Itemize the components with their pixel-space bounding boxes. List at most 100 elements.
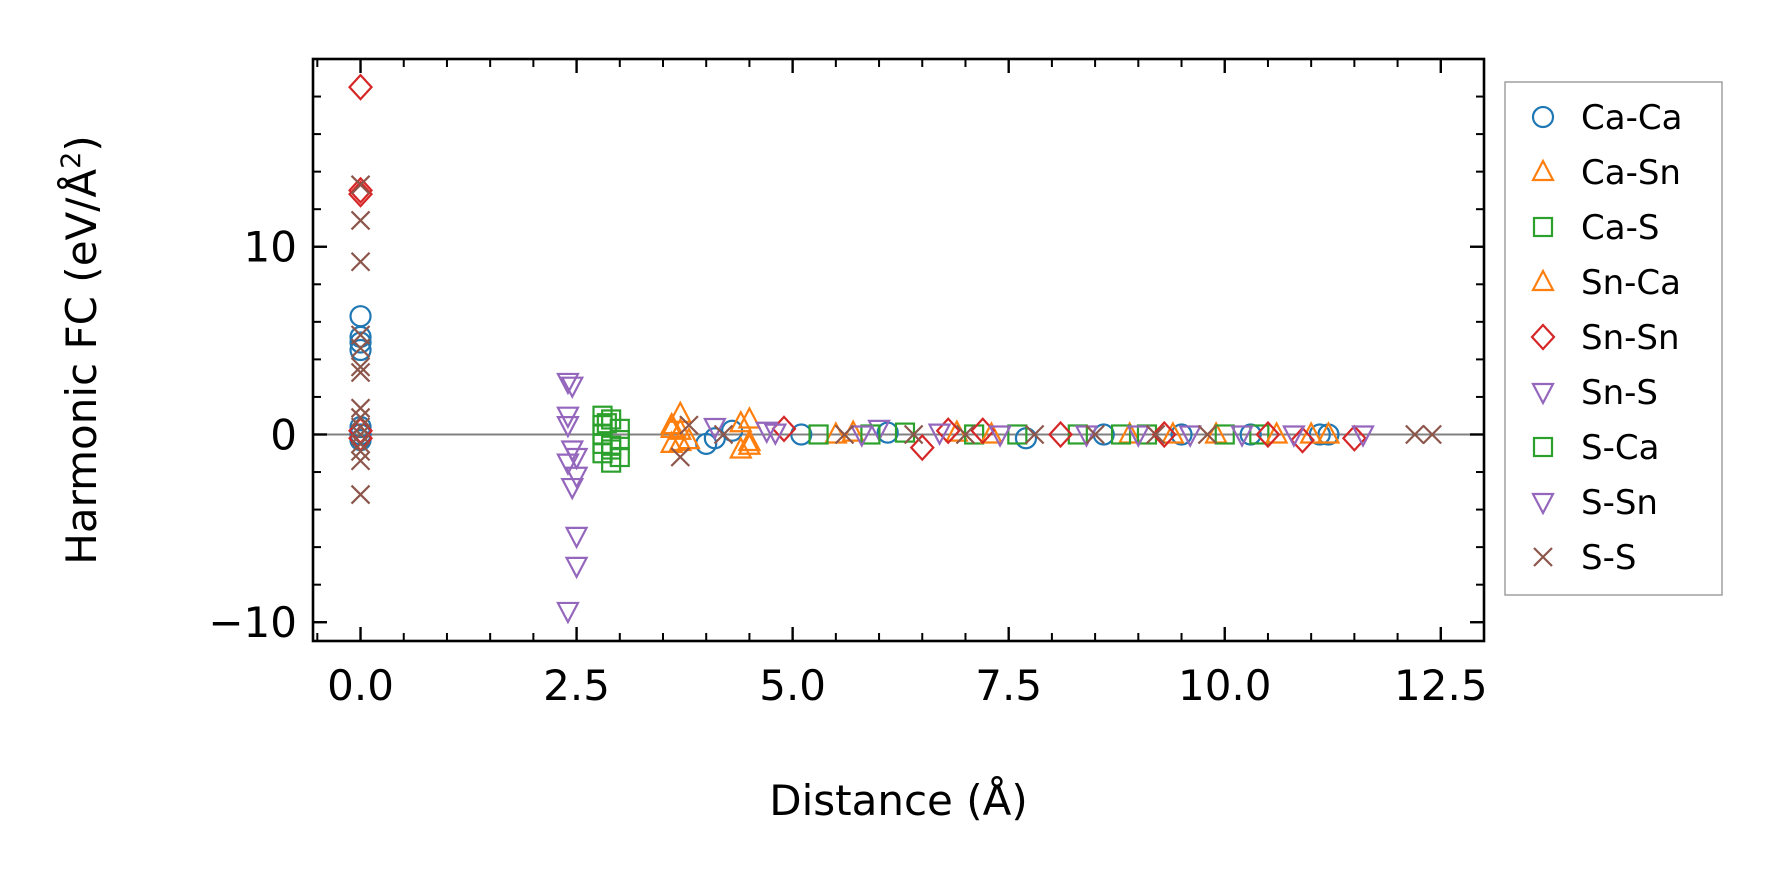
y-axis-label-suffix: ) bbox=[57, 135, 106, 151]
data-point bbox=[909, 433, 935, 462]
data-point bbox=[350, 407, 371, 428]
y-axis-label-superscript: 2 bbox=[56, 152, 87, 169]
data-point bbox=[564, 526, 589, 550]
data-point bbox=[350, 362, 371, 383]
data-point bbox=[728, 409, 753, 433]
legend-entry: Ca-Sn bbox=[1531, 153, 1681, 193]
data-point bbox=[1422, 424, 1442, 445]
legend-label: Sn-Sn bbox=[1581, 318, 1680, 358]
data-point bbox=[927, 423, 952, 446]
data-point bbox=[737, 432, 762, 455]
axis-ticks: 0.0 2.5 5.0 7.5 10.0 12.5 −10 0 10 bbox=[208, 59, 1488, 710]
data-point bbox=[350, 434, 371, 454]
legend-label: S-Ca bbox=[1581, 428, 1659, 468]
data-point bbox=[560, 477, 585, 501]
data-point bbox=[350, 417, 371, 437]
legend-entry: Sn-Ca bbox=[1531, 263, 1681, 303]
data-point bbox=[808, 424, 829, 445]
x-tick-label: 2.5 bbox=[543, 661, 610, 710]
legend-label: Sn-S bbox=[1581, 373, 1658, 413]
data-point bbox=[1255, 420, 1281, 449]
data-point bbox=[659, 415, 684, 438]
legend-label: S-Sn bbox=[1581, 483, 1658, 523]
data-point bbox=[1145, 424, 1166, 445]
data-point bbox=[1151, 420, 1177, 449]
data-point bbox=[348, 73, 374, 101]
data-point bbox=[556, 453, 580, 477]
legend-marker bbox=[1531, 492, 1555, 516]
legend-marker bbox=[1532, 216, 1554, 238]
data-point bbox=[350, 424, 371, 445]
data-point bbox=[1214, 424, 1235, 445]
y-axis-label: Harmonic FC (eV/Å2) bbox=[56, 135, 106, 564]
data-point bbox=[1230, 425, 1254, 448]
data-point bbox=[348, 180, 374, 208]
x-tick-label: 12.5 bbox=[1394, 661, 1488, 710]
data-point bbox=[350, 251, 371, 272]
legend-marker bbox=[1531, 105, 1555, 129]
x-axis-label: Distance (Å) bbox=[769, 775, 1028, 825]
data-point bbox=[350, 484, 371, 505]
data-point bbox=[1282, 425, 1306, 448]
data-point bbox=[350, 398, 371, 418]
data-point bbox=[1024, 424, 1045, 445]
data-point bbox=[556, 601, 580, 625]
data-point bbox=[1249, 424, 1270, 445]
legend-entry: S-Sn bbox=[1531, 483, 1658, 523]
y-tick-label: −10 bbox=[208, 598, 297, 647]
legend: Ca-Ca Ca-Sn Ca-S Sn-Ca Sn-Sn Sn-S S-Ca S-Sn S-S bbox=[1504, 81, 1723, 596]
data-point bbox=[350, 175, 371, 195]
data-point bbox=[867, 419, 891, 443]
data-point bbox=[349, 331, 372, 354]
legend-entry: Sn-Sn bbox=[1530, 318, 1680, 358]
data-point bbox=[979, 421, 1004, 444]
data-point bbox=[1170, 423, 1193, 446]
series-s-s bbox=[350, 175, 1442, 505]
data-points bbox=[348, 73, 1442, 625]
data-point bbox=[834, 424, 855, 445]
legend-label: Sn-Ca bbox=[1581, 263, 1681, 303]
data-point bbox=[703, 417, 727, 441]
data-point bbox=[737, 428, 762, 452]
data-point bbox=[935, 417, 961, 445]
data-point bbox=[955, 424, 976, 445]
y-axis-label-prefix: Harmonic FC (eV/Å bbox=[56, 169, 106, 565]
data-point bbox=[350, 338, 371, 358]
data-point bbox=[556, 415, 580, 439]
data-point bbox=[659, 430, 684, 453]
legend-label: Ca-Sn bbox=[1581, 153, 1681, 193]
data-point bbox=[1110, 424, 1132, 445]
data-point bbox=[350, 210, 371, 231]
data-point bbox=[1126, 425, 1151, 448]
x-tick-label: 7.5 bbox=[975, 661, 1042, 710]
x-tick-label: 10.0 bbox=[1178, 661, 1272, 710]
x-tick-label: 0.0 bbox=[327, 661, 394, 710]
legend-entry: Ca-Ca bbox=[1531, 98, 1682, 138]
data-point bbox=[564, 447, 589, 471]
data-point bbox=[556, 372, 580, 396]
data-point bbox=[350, 450, 371, 471]
data-point bbox=[1351, 425, 1375, 448]
data-point bbox=[713, 424, 734, 445]
legend-label: S-S bbox=[1581, 538, 1636, 578]
legend-entry: Sn-S bbox=[1531, 373, 1658, 413]
y-tick-label: 10 bbox=[244, 223, 297, 272]
data-point bbox=[350, 357, 371, 377]
data-point bbox=[988, 425, 1012, 448]
data-point bbox=[1405, 424, 1425, 445]
data-point bbox=[1178, 425, 1202, 448]
legend-entry: S-Ca bbox=[1532, 428, 1659, 468]
data-point bbox=[1007, 424, 1028, 445]
data-point bbox=[1161, 421, 1185, 444]
data-point bbox=[350, 441, 371, 462]
legend-marker bbox=[1532, 436, 1554, 458]
legend-marker bbox=[1531, 268, 1555, 292]
y-tick-label: 0 bbox=[270, 410, 297, 459]
data-point bbox=[348, 176, 374, 205]
data-point bbox=[1085, 424, 1105, 445]
data-point bbox=[903, 424, 924, 445]
legend-marker bbox=[1533, 547, 1553, 567]
data-point bbox=[728, 436, 753, 459]
data-point bbox=[754, 421, 779, 445]
